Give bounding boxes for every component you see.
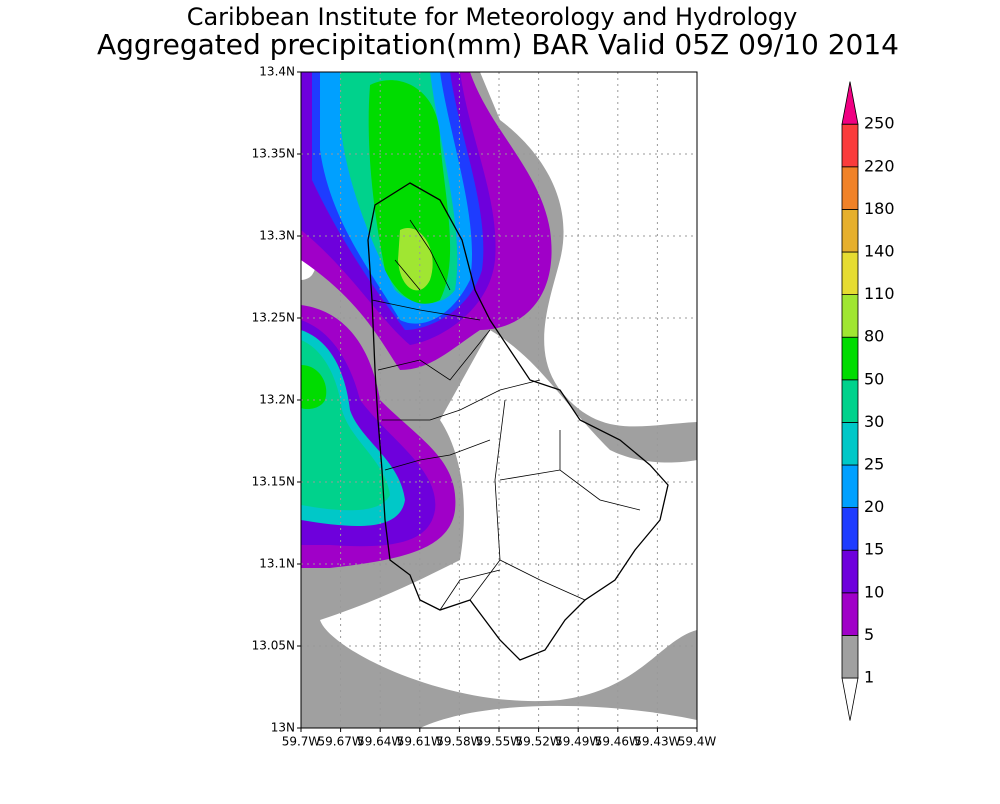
lon-tick-label: 59.43W [634, 735, 680, 749]
colorbar-label: 220 [864, 156, 895, 175]
colorbar-segment [841, 635, 859, 679]
colorbar-label: 140 [864, 242, 895, 261]
colorbar-over [841, 81, 859, 125]
colorbar-label: 25 [864, 455, 884, 474]
lon-tick-label: 59.58W [436, 735, 482, 749]
colorbar-label: 80 [864, 327, 884, 346]
colorbar-segment [841, 464, 859, 508]
colorbar-label: 5 [864, 625, 874, 644]
contour-below-1 [420, 705, 697, 728]
colorbar-segment [841, 507, 859, 551]
colorbar-segment [841, 592, 859, 636]
lat-tick-label: 13N [271, 721, 295, 735]
colorbar-label: 180 [864, 199, 895, 218]
colorbar-label: 50 [864, 369, 884, 388]
lat-tick-label: 13.4N [259, 65, 295, 79]
axes: 13N 13.05N 13.1N 13.15N 13.2N 13.25N 13.3N 13.3… [252, 65, 717, 749]
colorbar-segment [841, 379, 859, 423]
colorbar-segment [841, 208, 859, 253]
colorbar-label: 10 [864, 582, 884, 601]
lon-tick-label: 59.49W [555, 735, 601, 749]
lat-tick-label: 13.05N [252, 639, 295, 653]
colorbar-segment [841, 123, 859, 168]
island-outline [367, 182, 669, 661]
lon-tick-label: 59.7W [282, 735, 321, 749]
contour-50-80 [301, 365, 327, 410]
lat-tick-label: 13.1N [259, 557, 295, 571]
lat-tick-label: 13.25N [252, 311, 295, 325]
lon-tick-label: 59.46W [595, 735, 641, 749]
title: Caribbean Institute for Meteorology and … [187, 3, 798, 31]
subtitle: Aggregated precipitation(mm) BAR Valid 0… [97, 28, 899, 61]
colorbar-label: 15 [864, 540, 884, 559]
colorbar-label: 1 [864, 668, 874, 687]
colorbar-segment [841, 549, 859, 594]
colorbar-segment [841, 294, 859, 338]
lon-tick-label: 59.61W [397, 735, 443, 749]
colorbar-segment [841, 336, 859, 381]
colorbar-label: 110 [864, 284, 895, 303]
colorbar-label: 30 [864, 412, 884, 431]
colorbar-under [841, 677, 859, 721]
lat-tick-label: 13.35N [252, 147, 295, 161]
lon-tick-label: 59.64W [357, 735, 403, 749]
lon-tick-label: 59.67W [317, 735, 363, 749]
lon-tick-label: 59.55W [476, 735, 522, 749]
lat-tick-label: 13.3N [259, 229, 295, 243]
colorbar-segment [841, 166, 859, 210]
lat-tick-label: 13.2N [259, 393, 295, 407]
lat-tick-label: 13.15N [252, 475, 295, 489]
lon-tick-label: 59.4W [678, 735, 717, 749]
contour-80-110 [398, 228, 433, 291]
colorbar-label: 250 [864, 114, 895, 133]
lon-tick-label: 59.52W [515, 735, 561, 749]
colorbar-label: 20 [864, 497, 884, 516]
contour-below-1 [320, 330, 697, 702]
colorbar-segment [841, 251, 859, 295]
contour-below-1 [480, 72, 697, 427]
colorbar-segment [841, 421, 859, 466]
parish-boundaries [371, 219, 641, 611]
